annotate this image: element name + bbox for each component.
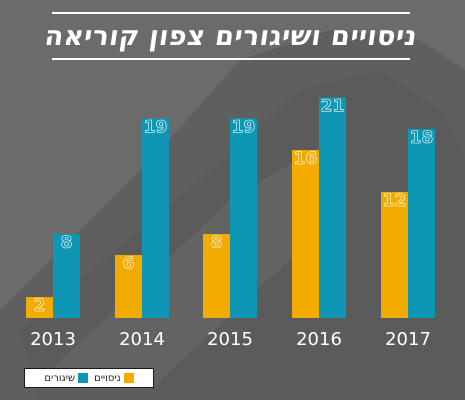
legend-label-launches: שיגורים [44, 372, 76, 384]
bar-launches-2014 [142, 118, 169, 318]
legend-label-tests: ניסויים [94, 372, 121, 384]
bar-launches-2017 [408, 129, 435, 318]
data-label-launches-2013: 8 [61, 233, 73, 253]
data-label-launches-2016: 21 [321, 97, 345, 117]
data-label-tests-2017: 12 [383, 191, 407, 211]
legend-swatch-launches [78, 373, 89, 383]
x-tick-label-2017: 2017 [385, 329, 431, 350]
x-tick-label-2013: 2013 [30, 329, 76, 350]
legend-swatch-tests [123, 373, 134, 383]
data-label-tests-2015: 8 [211, 233, 223, 253]
bar-tests-2017 [381, 192, 408, 318]
data-label-launches-2017: 18 [410, 128, 434, 148]
bar-tests-2014 [115, 255, 142, 318]
title-frame: ניסויים ושיגורים צפון קוריאה [43, 12, 419, 60]
bar-tests-2016 [292, 150, 319, 318]
x-tick-label-2016: 2016 [296, 329, 342, 350]
data-label-launches-2015: 19 [232, 118, 256, 138]
legend-item-launches: שיגורים [44, 372, 89, 384]
data-label-tests-2014: 6 [123, 254, 135, 274]
data-label-launches-2014: 19 [144, 118, 168, 138]
legend-item-tests: ניסויים [94, 373, 134, 384]
bar-launches-2015 [230, 118, 257, 318]
data-label-tests-2016: 16 [294, 149, 318, 169]
bar-launches-2016 [319, 97, 346, 318]
x-tick-label-2014: 2014 [119, 329, 165, 350]
bar-launches-2013 [53, 234, 80, 318]
x-tick-label-2015: 2015 [207, 329, 253, 350]
bar-tests-2013 [26, 297, 53, 318]
legend: ניסויים שיגורים [24, 368, 154, 388]
bar-tests-2015 [203, 234, 230, 318]
data-label-tests-2013: 2 [34, 296, 46, 316]
